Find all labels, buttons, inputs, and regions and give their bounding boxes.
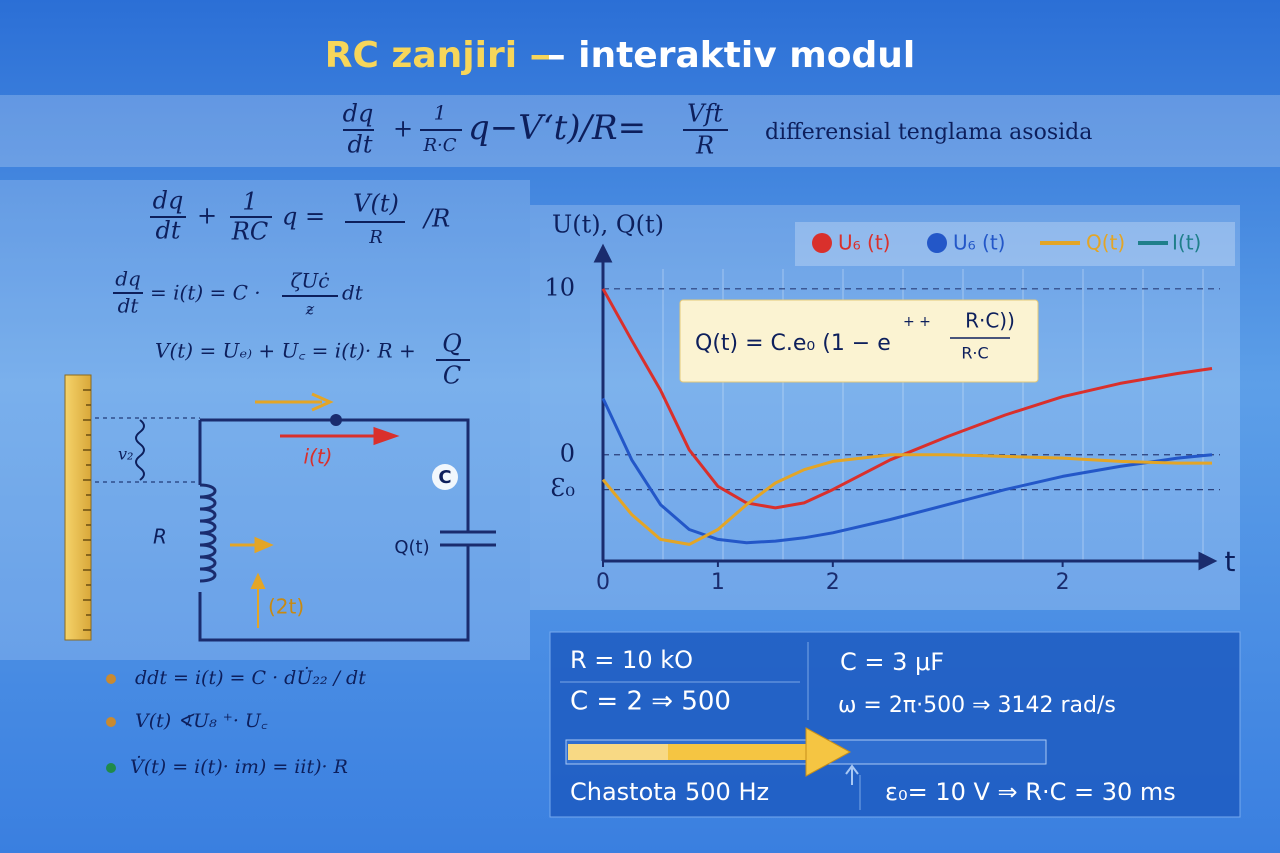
circuit-label: C <box>438 467 451 488</box>
ruler-ticks <box>83 389 91 631</box>
eq-part: dq <box>343 100 374 128</box>
arrow <box>255 392 334 412</box>
title: RC zanjiri — interaktiv modul <box>325 35 916 76</box>
series-line <box>601 288 1213 510</box>
bullet-text: ddt = i(t) = C · dU̇₂₂ / dt <box>135 667 366 689</box>
header-equation: dq dt + 1 R·C q−V‘t)/R= Vft R <box>343 100 728 160</box>
legend-label: I(t) <box>1172 231 1201 255</box>
x-tick-label: 2 <box>1056 570 1070 595</box>
eq-part: ƶ <box>305 300 315 319</box>
annotation-text: + + <box>903 314 931 330</box>
y-axis <box>593 243 613 561</box>
eq-part: dq <box>115 267 141 291</box>
resistor-coil <box>199 483 217 583</box>
annotation-box <box>679 299 1039 383</box>
chart: 10 0 Ɛ₀ 0 1 2 2 U(t), Q(t) t Q(t) = C.e₀ (1 − e + … <box>544 211 1235 596</box>
eq-part: 1 <box>242 188 257 216</box>
bullet-text: V̇(t) = i(t)· im) = iit)· R <box>130 756 348 778</box>
x-axis <box>603 551 1218 571</box>
param-text: C = 3 μF <box>840 648 944 676</box>
equation-band <box>0 95 1280 167</box>
eq-part: dt <box>155 217 180 245</box>
left-equation-2: dq dt = i(t) = C · ζUċ ƶ dt <box>113 267 364 319</box>
annotation-text: R·C)) <box>965 309 1015 333</box>
eq-part: Vft <box>687 100 723 128</box>
eq-part: dt <box>118 294 140 318</box>
x-tick-label: 0 <box>596 570 610 595</box>
x-tick-label: 2 <box>826 570 840 595</box>
eq-part: dq <box>153 187 184 215</box>
eq-part: /R <box>422 205 450 233</box>
legend-swatch <box>812 233 832 253</box>
eq-part: R·C <box>422 135 456 156</box>
pointer <box>845 764 859 785</box>
bullet-dot <box>106 763 116 773</box>
slider-stripes <box>568 744 668 760</box>
arrow <box>230 536 274 554</box>
y-tick-label: 10 <box>544 273 575 301</box>
param-text: C = 2 ⇒ 500 <box>570 687 731 717</box>
spring <box>135 419 145 481</box>
param-text: ω = 2π·500 ⇒ 3142 rad/s <box>838 693 1116 718</box>
eq-part: R <box>368 227 383 248</box>
chart-panel <box>530 205 1240 610</box>
annotation-text: Q(t) = C.e₀ (1 − e <box>695 331 891 356</box>
current-arrow <box>280 426 400 446</box>
eq-part: ζUċ <box>291 269 330 293</box>
left-equation-3: V(t) = Uₑ₎ + U꜀ = i(t)· R + Q C <box>155 330 470 390</box>
series-line <box>601 453 1212 546</box>
eq-part: V(t) = Uₑ₎ + U꜀ = i(t)· R + <box>155 339 416 363</box>
eq-part: RC <box>231 218 268 246</box>
equation-note: differensial tenglama asosida <box>765 120 1092 145</box>
y-tick-label: 0 <box>560 439 575 467</box>
frequency-label: Chastota 500 Hz <box>570 778 769 806</box>
eq-part: q = <box>282 203 325 231</box>
annotation-text: R·C <box>961 344 988 363</box>
x-axis-label: t <box>1225 545 1236 578</box>
series-line <box>601 397 1213 545</box>
bullet-dot <box>106 717 116 727</box>
eq-part: C <box>443 362 461 390</box>
ruler <box>64 374 92 641</box>
capacitor-plates <box>440 530 496 547</box>
legend-label: U₆ (t) <box>838 231 890 255</box>
dimension-lines <box>95 417 200 483</box>
panel-dividers <box>560 642 861 810</box>
y-tick-label: Ɛ₀ <box>550 474 575 502</box>
frequency-slider[interactable] <box>565 727 1047 777</box>
eq-part: q−V‘t)/R= <box>468 108 646 148</box>
slider-thumb[interactable] <box>805 727 852 777</box>
param-text: R = 10 kO <box>570 646 693 674</box>
circuit-label: i(t) <box>303 445 332 469</box>
eq-part: = i(t) = C · <box>150 281 261 305</box>
eq-part: 1 <box>434 101 447 125</box>
eq-part: + <box>197 202 217 230</box>
left-equation-1: dq dt + 1 RC q = V(t) R /R <box>150 187 450 248</box>
circuit-wire <box>198 418 470 642</box>
eq-part: dt <box>347 131 372 159</box>
legend-label: U₆ (t) <box>953 231 1005 255</box>
eq-part: V(t) <box>353 190 399 218</box>
eq-part: dt <box>342 281 364 305</box>
circuit-label: (2t) <box>268 595 304 619</box>
legend-swatch <box>927 233 947 253</box>
summary-text: ε₀= 10 V ⇒ R·C = 30 ms <box>885 778 1176 806</box>
legend-label: Q(t) <box>1086 231 1125 255</box>
y-axis-label: U(t), Q(t) <box>552 211 664 239</box>
arrow <box>250 572 266 628</box>
eq-part: Q <box>442 330 462 358</box>
label-badge <box>432 464 458 490</box>
bullet-text: V(t) ∢U₈ ⁺· U꜀ <box>135 710 268 732</box>
eq-part: + <box>393 115 413 143</box>
slider-fill <box>568 744 810 760</box>
control-panel <box>549 631 1241 818</box>
eq-part: R <box>695 132 714 160</box>
circuit-label: v₂ <box>118 445 133 464</box>
circuit-label: Q(t) <box>394 537 429 558</box>
x-tick-label: 1 <box>711 570 725 595</box>
circuit-label: R <box>153 525 167 549</box>
junction <box>330 414 342 426</box>
bullet-dot <box>106 674 116 684</box>
